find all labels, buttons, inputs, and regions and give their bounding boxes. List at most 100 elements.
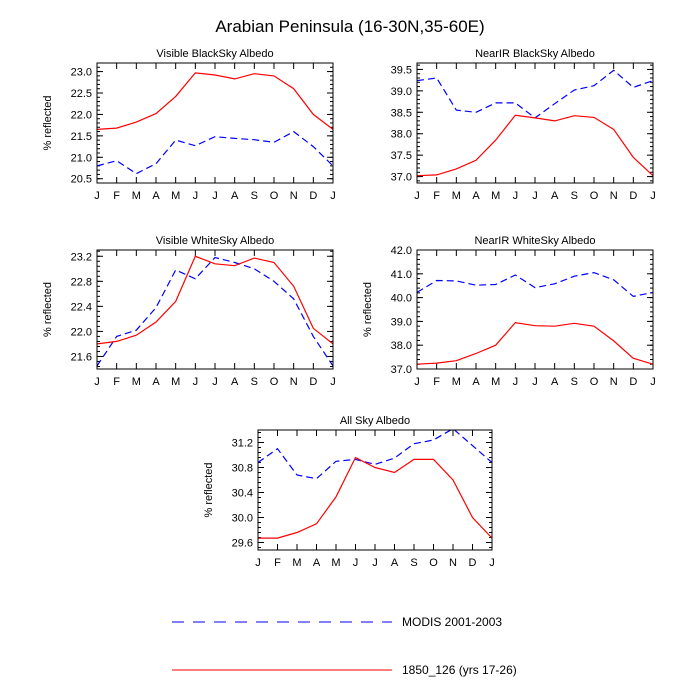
x-tick-label: A bbox=[391, 557, 399, 569]
x-tick-label: J bbox=[414, 190, 420, 202]
x-tick-label: M bbox=[171, 190, 180, 202]
plot-frame bbox=[96, 249, 334, 370]
x-tick-label: M bbox=[132, 376, 141, 388]
x-tick-label: M bbox=[292, 557, 301, 569]
y-axis-label: % reflected bbox=[203, 462, 215, 517]
y-tick-label: 37.0 bbox=[391, 364, 412, 376]
x-tick-label: A bbox=[152, 376, 160, 388]
x-tick-label: F bbox=[433, 190, 440, 202]
y-tick-label: 22.5 bbox=[71, 88, 92, 100]
x-tick-label: N bbox=[290, 376, 298, 388]
legend: MODIS 2001-2003 1850_126 (yrs 17-26) bbox=[172, 615, 517, 677]
x-tick-label: O bbox=[429, 557, 438, 569]
x-tick-label: S bbox=[251, 190, 258, 202]
y-tick-label: 38.5 bbox=[391, 107, 412, 119]
x-tick-label: N bbox=[610, 190, 618, 202]
y-tick-label: 21.5 bbox=[71, 131, 92, 143]
x-tick-label: M bbox=[452, 376, 461, 388]
x-tick-label: J bbox=[212, 190, 218, 202]
x-tick-label: A bbox=[551, 376, 559, 388]
x-tick-label: S bbox=[410, 557, 417, 569]
x-tick-label: J bbox=[513, 376, 519, 388]
x-tick-label: J bbox=[255, 557, 261, 569]
panel-title: NearIR WhiteSky Albedo bbox=[474, 235, 595, 247]
y-tick-label: 38.0 bbox=[391, 129, 412, 141]
x-tick-label: J bbox=[650, 376, 656, 388]
y-tick-label: 37.0 bbox=[391, 172, 412, 184]
y-tick-label: 31.2 bbox=[232, 438, 253, 450]
x-tick-label: D bbox=[309, 190, 317, 202]
panel-title: NearIR BlackSky Albedo bbox=[475, 48, 595, 60]
series-line-model bbox=[417, 321, 653, 365]
x-tick-label: J bbox=[330, 376, 336, 388]
y-axis-label: % reflected bbox=[42, 282, 54, 337]
x-tick-label: A bbox=[152, 190, 160, 202]
y-tick-label: 39.5 bbox=[391, 64, 412, 76]
series-line-model bbox=[258, 456, 492, 539]
y-tick-label: 39.0 bbox=[391, 86, 412, 98]
x-tick-label: A bbox=[231, 190, 239, 202]
legend-label-modis: MODIS 2001-2003 bbox=[402, 615, 502, 629]
x-tick-label: A bbox=[313, 557, 321, 569]
x-tick-label: J bbox=[330, 190, 336, 202]
x-tick-label: J bbox=[353, 557, 359, 569]
x-tick-label: M bbox=[452, 190, 461, 202]
series-line-modis bbox=[97, 130, 333, 175]
y-tick-label: 29.6 bbox=[232, 538, 253, 550]
y-tick-label: 21.6 bbox=[71, 351, 92, 363]
x-tick-label: J bbox=[650, 190, 656, 202]
x-tick-label: F bbox=[274, 557, 281, 569]
y-tick-label: 20.5 bbox=[71, 174, 92, 186]
series-line-modis bbox=[417, 271, 653, 298]
series-line-modis bbox=[417, 69, 653, 119]
x-tick-label: F bbox=[433, 376, 440, 388]
panel-title: Visible WhiteSky Albedo bbox=[156, 235, 274, 247]
x-tick-label: O bbox=[270, 190, 279, 202]
x-tick-label: M bbox=[331, 557, 340, 569]
y-tick-label: 41.0 bbox=[391, 269, 412, 281]
x-tick-label: N bbox=[449, 557, 457, 569]
y-tick-label: 21.0 bbox=[71, 152, 92, 164]
series-line-modis bbox=[258, 430, 492, 480]
x-tick-label: D bbox=[629, 190, 637, 202]
y-tick-label: 23.2 bbox=[71, 251, 92, 263]
x-tick-label: M bbox=[491, 376, 500, 388]
x-tick-label: J bbox=[372, 557, 378, 569]
y-tick-label: 42.0 bbox=[391, 245, 412, 257]
y-axis-label: % reflected bbox=[42, 95, 54, 150]
x-tick-label: J bbox=[414, 376, 420, 388]
x-tick-label: D bbox=[309, 376, 317, 388]
x-tick-label: J bbox=[193, 190, 199, 202]
x-tick-label: O bbox=[590, 376, 599, 388]
x-tick-label: M bbox=[132, 190, 141, 202]
x-tick-label: M bbox=[171, 376, 180, 388]
x-tick-label: N bbox=[610, 376, 618, 388]
y-tick-label: 38.0 bbox=[391, 340, 412, 352]
x-tick-label: O bbox=[270, 376, 279, 388]
x-tick-label: N bbox=[290, 190, 298, 202]
x-tick-label: S bbox=[571, 376, 578, 388]
series-line-model bbox=[97, 72, 333, 130]
x-tick-label: J bbox=[94, 190, 100, 202]
x-tick-label: O bbox=[590, 190, 599, 202]
y-tick-label: 39.0 bbox=[391, 316, 412, 328]
y-axis-label: % reflected bbox=[362, 282, 374, 337]
x-tick-label: J bbox=[94, 376, 100, 388]
x-tick-label: J bbox=[212, 376, 218, 388]
legend-label-model: 1850_126 (yrs 17-26) bbox=[402, 663, 517, 677]
x-tick-label: D bbox=[469, 557, 477, 569]
panel-title: Visible BlackSky Albedo bbox=[156, 48, 273, 60]
x-tick-label: J bbox=[193, 376, 199, 388]
x-tick-label: S bbox=[251, 376, 258, 388]
series-line-model bbox=[417, 114, 653, 177]
x-tick-label: J bbox=[532, 376, 538, 388]
x-tick-label: S bbox=[571, 190, 578, 202]
plot-frame bbox=[416, 249, 654, 370]
y-tick-label: 30.4 bbox=[232, 488, 253, 500]
x-tick-label: F bbox=[113, 376, 120, 388]
x-tick-label: F bbox=[113, 190, 120, 202]
